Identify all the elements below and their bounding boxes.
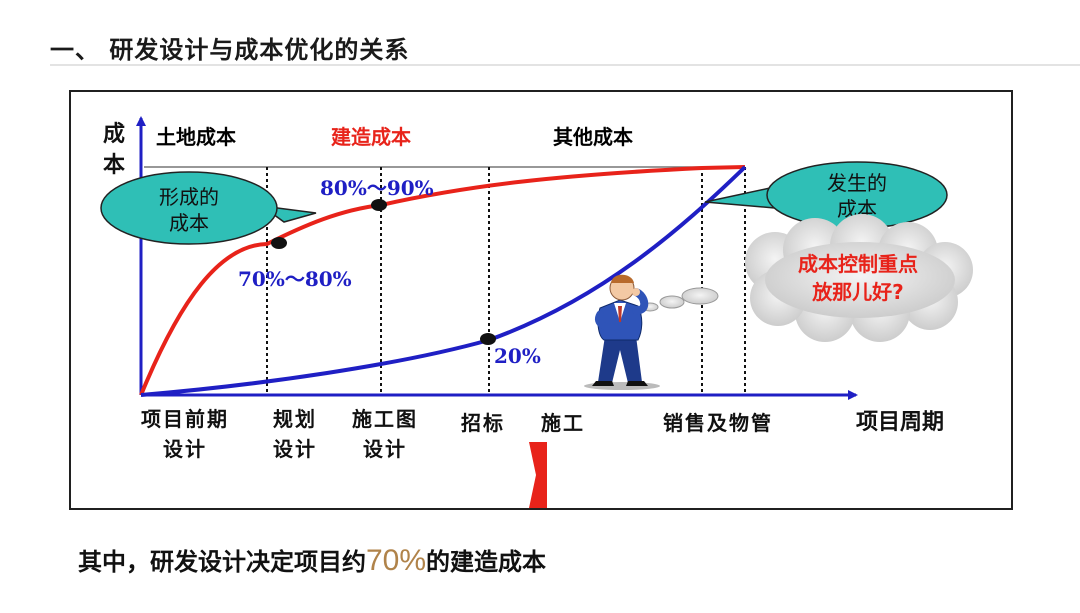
y-axis-label-2: 本 bbox=[103, 153, 125, 178]
construction-cost-label: 建造成本 bbox=[331, 125, 411, 149]
phase-pre-design-line1: 项目前期 bbox=[141, 407, 229, 431]
formed-cost-bubble: 形成的 成本 bbox=[100, 171, 317, 245]
formed-bubble-line2: 成本 bbox=[169, 211, 209, 235]
conclusion-suffix: 的建造成本 bbox=[426, 548, 547, 576]
incurred-cost-bubble: 发生的 成本 bbox=[704, 161, 948, 229]
slide-title: 一、 研发设计与成本优化的关系 bbox=[50, 36, 410, 64]
label-80-90: 80%～90% bbox=[320, 176, 434, 200]
thought-cloud: 成本控制重点 放那儿好? bbox=[641, 214, 973, 342]
point-70-80 bbox=[271, 237, 287, 249]
phase-construction-drawing-line1: 施工图 bbox=[352, 407, 418, 431]
point-80-90 bbox=[371, 199, 387, 211]
x-axis-label: 项目周期 bbox=[856, 410, 944, 435]
formed-cost-curve bbox=[139, 165, 746, 396]
phase-construction: 施工 bbox=[541, 411, 585, 435]
phase-construction-drawing-line2: 设计 bbox=[363, 437, 407, 461]
conclusion-prefix: 其中，研发设计决定项目约 bbox=[78, 548, 366, 576]
phase-planning-line1: 规划 bbox=[273, 407, 317, 431]
red-arrow-marker bbox=[529, 442, 547, 508]
other-cost-label: 其他成本 bbox=[553, 125, 633, 149]
title-divider bbox=[50, 64, 1080, 66]
label-70-80: 70%～80% bbox=[238, 267, 352, 291]
point-20 bbox=[480, 333, 496, 345]
phase-sales-management: 销售及物管 bbox=[663, 411, 773, 435]
thought-line2: 放那儿好? bbox=[811, 280, 904, 304]
formed-bubble-line1: 形成的 bbox=[159, 185, 219, 209]
thought-line1: 成本控制重点 bbox=[798, 252, 918, 276]
conclusion-highlight: 70% bbox=[366, 544, 427, 577]
phase-pre-design-line2: 设计 bbox=[163, 437, 207, 461]
phase-bidding: 招标 bbox=[461, 411, 505, 435]
incurred-bubble-line1: 发生的 bbox=[827, 171, 887, 195]
y-axis-label-1: 成 bbox=[103, 122, 125, 147]
conclusion-text: 其中，研发设计决定项目约70%的建造成本 bbox=[78, 542, 546, 578]
land-cost-label: 土地成本 bbox=[156, 125, 236, 149]
thinking-man-illustration bbox=[584, 274, 660, 390]
phase-planning-line2: 设计 bbox=[273, 437, 317, 461]
label-20: 20% bbox=[494, 344, 541, 368]
